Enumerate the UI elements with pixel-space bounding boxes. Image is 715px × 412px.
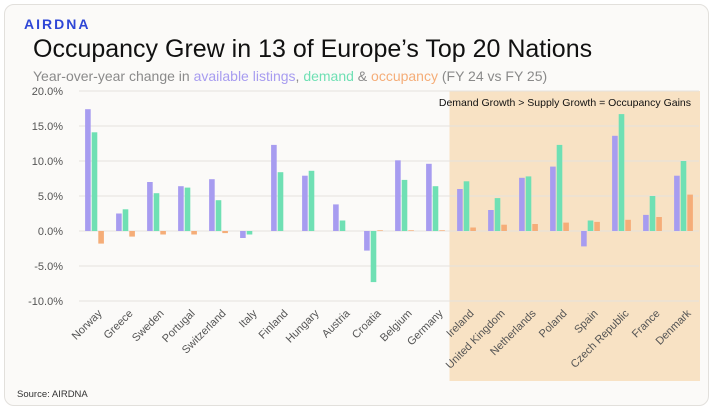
bar-listings (240, 231, 246, 238)
chart-title: Occupancy Grew in 13 of Europe’s Top 20 … (33, 35, 593, 63)
highlight-label: Demand Growth > Supply Growth = Occupanc… (439, 97, 691, 109)
brand-logo: AIRDNA (24, 16, 91, 32)
bar-listings (178, 186, 184, 231)
subtitle-listings: available listings (193, 68, 296, 84)
y-tick-label: 10.0% (32, 156, 63, 168)
bar-occupancy (129, 231, 135, 237)
bar-listings (612, 135, 618, 231)
bar-occupancy (408, 230, 414, 231)
bar-demand (370, 231, 377, 283)
bar-occupancy (594, 221, 600, 231)
bar-occupancy (191, 231, 197, 235)
y-tick-label: 20.0% (32, 86, 63, 98)
y-tick-label: -10.0% (28, 296, 63, 308)
x-category-label: Norway (70, 307, 105, 342)
subtitle-sep2: & (353, 68, 372, 84)
subtitle-occupancy: occupancy (371, 68, 438, 84)
bar-listings (147, 182, 153, 231)
bar-listings (116, 213, 122, 231)
x-category-label: Italy (237, 307, 260, 330)
bar-occupancy (222, 231, 228, 234)
bar-demand (246, 231, 253, 235)
bar-listings (550, 166, 556, 231)
bar-occupancy (563, 222, 569, 231)
bar-demand (432, 186, 439, 231)
bar-occupancy (625, 219, 631, 231)
bar-occupancy (532, 224, 538, 231)
x-category-label: Hungary (284, 307, 322, 345)
bar-demand (494, 198, 501, 231)
chart-card: AIRDNA Occupancy Grew in 13 of Europe’s … (4, 4, 709, 406)
y-tick-label: 0.0% (38, 226, 63, 238)
bar-demand (525, 176, 532, 231)
y-tick-label: 5.0% (38, 191, 63, 203)
x-category-label: Austria (320, 307, 353, 340)
bar-listings (333, 204, 339, 231)
bar-occupancy (160, 231, 166, 235)
bar-demand (463, 181, 470, 231)
bar-demand (587, 220, 594, 231)
subtitle-prefix: Year-over-year change in (33, 68, 194, 84)
subtitle-suffix: (FY 24 vs FY 25) (437, 68, 548, 84)
bar-occupancy (501, 224, 507, 231)
bar-listings (395, 160, 401, 231)
source-note: Source: AIRDNA (17, 389, 88, 400)
bar-demand (339, 220, 346, 231)
bar-listings (581, 231, 587, 247)
bar-occupancy (98, 231, 104, 244)
bar-listings (519, 177, 525, 231)
bar-listings (271, 144, 277, 231)
bar-demand (277, 172, 284, 231)
bar-demand (122, 209, 129, 231)
bar-demand (153, 193, 160, 231)
bar-occupancy (687, 194, 693, 231)
bar-occupancy (377, 230, 383, 231)
bar-demand (184, 187, 191, 231)
bar-demand (308, 170, 315, 231)
subtitle-demand: demand (303, 68, 354, 84)
bar-listings (209, 179, 215, 231)
bar-occupancy (656, 217, 662, 231)
bar-listings (674, 175, 680, 231)
bar-demand (649, 196, 656, 231)
bar-listings (643, 214, 649, 231)
y-tick-label: 15.0% (32, 121, 63, 133)
bar-demand (401, 179, 408, 231)
bar-occupancy (470, 227, 476, 231)
highlight-region (449, 91, 700, 381)
bar-demand (91, 132, 98, 231)
bar-listings (302, 175, 308, 231)
bar-chart: 20.0% 15.0% 10.0% 5.0% 0.0% -5.0% -10.0% Demand… (28, 86, 700, 381)
bar-demand (215, 200, 222, 231)
bar-listings (85, 109, 91, 231)
chart-subtitle: Year-over-year change in available listi… (33, 68, 547, 84)
y-tick-label: -5.0% (34, 261, 63, 273)
bar-listings (426, 163, 432, 231)
bar-listings (364, 231, 370, 251)
bar-demand (618, 114, 625, 231)
bar-listings (457, 189, 463, 231)
bar-occupancy (439, 230, 445, 231)
subtitle-sep1: , (295, 68, 304, 84)
bar-demand (556, 144, 563, 231)
bar-demand (680, 161, 687, 231)
bar-listings (488, 210, 494, 231)
